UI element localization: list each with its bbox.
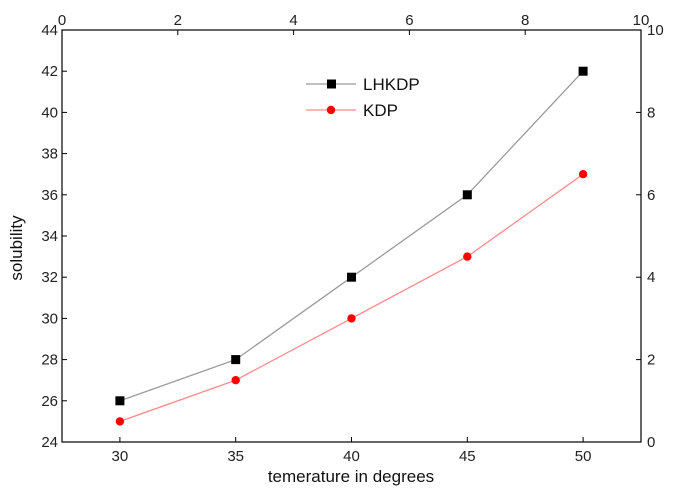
point-lhkdp [462,190,472,200]
right-tick-label: 10 [647,22,664,39]
top-tick-label: 4 [289,12,297,29]
x-tick-label: 50 [575,448,592,465]
plot-frame [61,29,642,443]
series-layer [115,66,588,426]
right-tick-label: 6 [647,187,655,204]
point-lhkdp [578,66,588,76]
point-kdp [115,417,125,426]
legend-marker-lhkdp [327,79,336,89]
x-tick-label: 40 [343,448,360,465]
legend-label-lhkdp: LHKDP [363,75,420,94]
x-tick-label: 30 [112,448,129,465]
y-tick-label: 30 [41,310,58,327]
y-tick-label: 44 [41,22,58,39]
right-tick-label: 4 [647,269,655,286]
x-tick-label: 45 [459,448,476,465]
y-tick-label: 28 [41,352,58,369]
y-axis-title: solubility [7,215,26,281]
y-tick-label: 36 [41,187,58,204]
y-tick-label: 26 [41,393,58,410]
legend: LHKDP KDP [306,75,420,120]
point-lhkdp [347,272,356,282]
right-tick-label: 8 [647,104,655,121]
legend-marker-kdp [326,105,336,115]
y-tick-label: 42 [41,63,58,80]
right-tick-label: 2 [647,352,655,369]
top-tick-label: 10 [633,12,650,29]
point-kdp [347,314,356,323]
point-kdp [231,376,240,385]
point-lhkdp [231,355,241,365]
legend-label-kdp: KDP [363,101,398,120]
y-tick-label: 34 [41,228,58,245]
y-tick-label: 32 [41,269,58,286]
x-tick-label: 35 [227,448,244,465]
top-tick-label: 2 [174,12,182,29]
point-lhkdp [115,396,125,406]
series-line-lhkdp [119,70,584,402]
y-tick-label: 40 [41,104,58,121]
right-tick-label: 0 [647,434,655,451]
top-tick-label: 8 [521,12,529,29]
top-tick-label: 6 [405,12,413,29]
y-tick-label: 24 [41,434,58,451]
point-kdp [578,170,588,179]
point-kdp [463,252,472,261]
top-tick-label: 0 [58,12,66,29]
series-line-kdp [119,173,584,423]
x-axis-title: temerature in degrees [268,467,434,486]
y-tick-label: 38 [41,146,58,163]
